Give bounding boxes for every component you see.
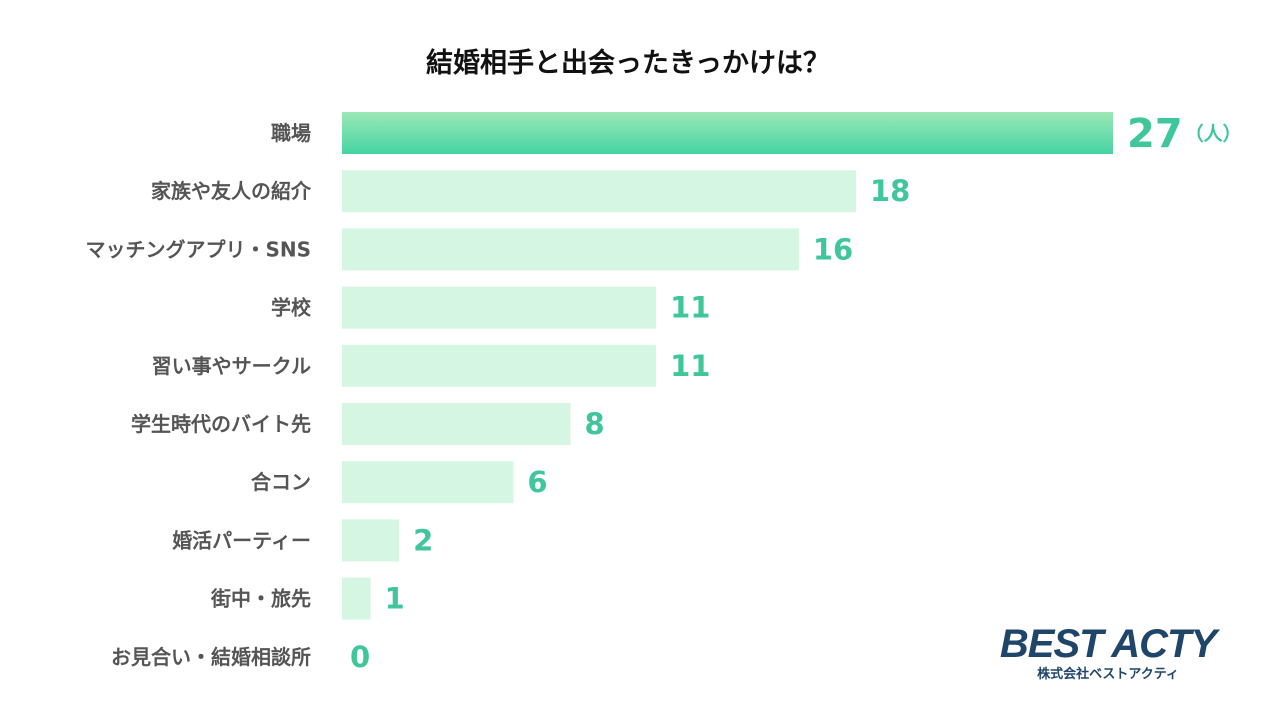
category-label: お見合い・結婚相談所 <box>111 645 311 669</box>
unit-label: （人） <box>1185 122 1242 145</box>
bar <box>342 344 657 387</box>
value-label: 6 <box>527 465 547 499</box>
category-label: 職場 <box>271 121 311 145</box>
value-label: 8 <box>584 407 604 441</box>
category-label: マッチングアプリ・SNS <box>85 237 311 261</box>
category-label: 街中・旅先 <box>210 587 311 611</box>
bar <box>342 461 514 504</box>
value-label: 27 <box>1127 111 1183 157</box>
value-label: 0 <box>350 640 370 674</box>
value-label: 11 <box>670 349 710 383</box>
category-label: 婚活パーティー <box>172 528 311 552</box>
company-logo: BEST ACTY 株式会社ベストアクティ <box>1000 622 1222 682</box>
value-label: 16 <box>813 232 853 266</box>
bar <box>342 403 571 445</box>
bar <box>342 577 371 620</box>
category-label: 学生時代のバイト先 <box>131 412 311 436</box>
category-label: 習い事やサークル <box>152 354 311 378</box>
bar <box>342 519 400 562</box>
category-label: 家族や友人の紹介 <box>151 179 312 203</box>
logo-main-text: BEST ACTY <box>1000 622 1221 666</box>
bar <box>342 286 657 329</box>
chart-title: 結婚相手と出会ったきっかけは？ <box>426 47 830 79</box>
category-label: 合コン <box>251 470 311 494</box>
bar <box>342 228 799 271</box>
bar-highlight <box>342 112 1113 154</box>
value-label: 11 <box>670 291 710 325</box>
value-label: 18 <box>870 174 910 208</box>
logo-sub-text: 株式会社ベストアクティ <box>1037 666 1179 682</box>
value-label: 2 <box>413 523 433 557</box>
category-label: 学校 <box>271 296 312 320</box>
bar <box>342 170 856 213</box>
value-label: 1 <box>385 582 405 616</box>
